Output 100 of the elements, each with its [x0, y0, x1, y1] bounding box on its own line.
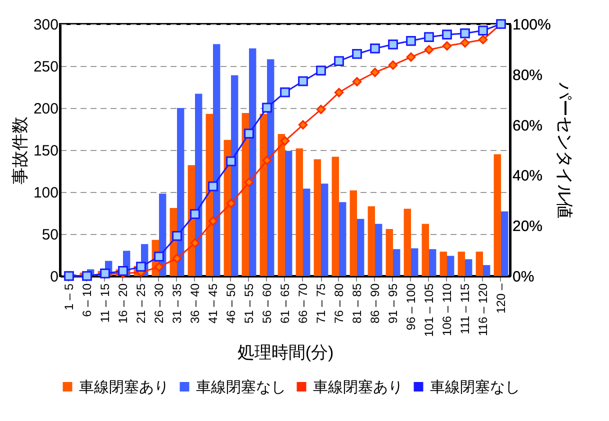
x-tick-label: 86 – 90	[368, 283, 382, 324]
bar	[260, 114, 267, 276]
point	[406, 52, 416, 62]
bar	[231, 75, 238, 276]
point	[334, 56, 344, 66]
bar	[422, 224, 429, 276]
point	[172, 254, 182, 263]
point	[352, 77, 362, 86]
bar	[465, 259, 472, 276]
y2-tick-label: 0%	[512, 268, 534, 286]
legend-label: 車線閉塞なし	[430, 378, 520, 396]
bar	[447, 256, 454, 276]
point	[208, 216, 218, 226]
legend-label: 車線閉塞あり	[313, 378, 403, 396]
x-tick-label: 21 – 25	[134, 283, 148, 324]
x-tick-label: 6 – 10	[80, 283, 94, 317]
bar	[296, 148, 303, 276]
x-tick-label: 1 – 5	[62, 283, 76, 310]
x-tick-label: 106 – 110	[440, 283, 454, 336]
point	[280, 87, 290, 98]
bar	[195, 94, 202, 276]
legend-label: 車線閉塞なし	[196, 378, 286, 396]
bar	[213, 44, 220, 276]
bar	[404, 208, 411, 276]
y-tick-label: 100	[33, 184, 58, 202]
point	[442, 41, 452, 51]
bar	[483, 265, 490, 276]
x-axis-title: 処理時間(分)	[237, 342, 334, 362]
point	[352, 49, 362, 59]
point	[442, 30, 452, 40]
point	[478, 35, 488, 44]
bar	[332, 156, 339, 276]
bar	[411, 248, 418, 276]
x-tick-label: 51 – 55	[242, 283, 256, 324]
point	[118, 266, 128, 276]
bar	[386, 228, 393, 276]
x-tick-label: 120 –	[494, 283, 508, 314]
y-tick-label: 200	[33, 100, 58, 118]
bar	[285, 150, 292, 276]
bar	[177, 108, 184, 276]
bar	[368, 206, 375, 276]
bar	[303, 188, 310, 276]
x-tick-label: 91 – 95	[386, 283, 400, 324]
x-tick-label: 116 – 120	[476, 283, 490, 336]
x-tick-label: 56 – 60	[260, 283, 274, 324]
point	[316, 66, 326, 76]
point	[478, 26, 488, 36]
bar	[314, 159, 321, 276]
x-tick-label: 26 – 30	[152, 283, 166, 324]
bar	[458, 252, 465, 276]
y-tick-label: 300	[33, 16, 58, 34]
x-tick-label: 101 – 105	[422, 283, 436, 337]
point	[280, 136, 290, 146]
point	[388, 39, 398, 50]
point	[298, 120, 308, 130]
y-tick-label: 250	[33, 58, 58, 76]
x-tick-label: 41 – 45	[206, 283, 220, 324]
x-tick-label: 61 – 65	[278, 283, 292, 324]
y2-tick-label: 20%	[512, 218, 543, 236]
point	[172, 231, 182, 241]
point	[226, 198, 236, 208]
x-tick-label: 36 – 40	[188, 283, 202, 324]
point	[334, 88, 344, 98]
point	[226, 156, 236, 166]
bar	[249, 48, 256, 276]
point	[298, 76, 308, 86]
point	[424, 32, 434, 42]
x-tick-label: 31 – 35	[170, 283, 184, 324]
bar	[494, 154, 501, 276]
y2-tick-label: 40%	[512, 168, 543, 185]
point	[388, 60, 398, 70]
x-tick-label: 81 – 85	[350, 283, 364, 324]
y-tick-label: 50	[42, 226, 58, 244]
point	[370, 44, 380, 54]
y2-tick-label: 60%	[512, 117, 543, 134]
y2-tick-label: 100%	[512, 16, 551, 34]
point	[424, 45, 434, 54]
y-tick-label: 0	[50, 268, 58, 286]
bar	[350, 190, 357, 276]
point	[460, 38, 470, 48]
point	[154, 252, 164, 262]
x-tick-label: 96 – 100	[404, 283, 418, 330]
y2-axis-title: パーセンタイル値	[554, 82, 574, 218]
point	[190, 209, 200, 219]
point	[190, 238, 200, 248]
point	[460, 28, 470, 38]
bar	[339, 202, 346, 276]
point	[406, 36, 416, 46]
point	[208, 181, 218, 192]
point	[262, 102, 272, 113]
point	[316, 104, 326, 114]
bar	[278, 134, 285, 276]
bar	[321, 184, 328, 276]
x-tick-label: 71 – 75	[314, 283, 328, 324]
bar	[476, 252, 483, 276]
point	[154, 262, 164, 272]
bar	[375, 224, 382, 276]
bar	[440, 252, 447, 276]
x-tick-label: 66 – 70	[296, 283, 310, 324]
y-axis-title: 事故件数	[10, 116, 30, 184]
